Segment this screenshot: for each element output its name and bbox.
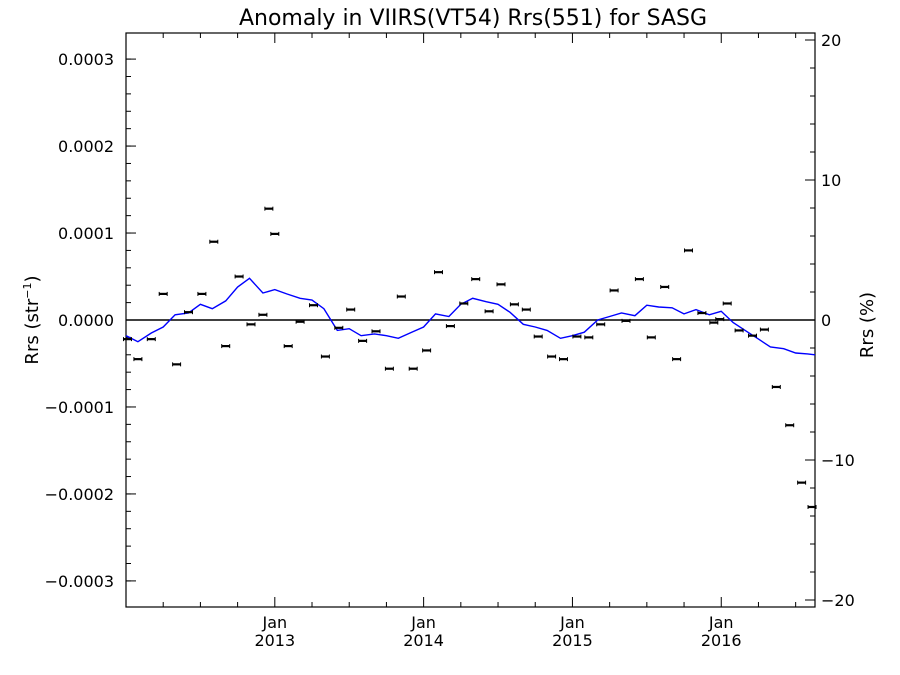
x-tick-label-month: Jan [410,613,436,632]
data-point [434,270,444,275]
data-point [484,309,494,314]
data-point [734,328,744,333]
data-point [295,319,305,324]
data-point [572,334,582,339]
data-point [634,277,644,282]
data-point [621,318,631,323]
x-tick-label-year: 2015 [552,631,593,650]
data-point [209,239,219,244]
data-point [660,284,670,289]
data-point [334,325,344,330]
blue-line-series [125,277,816,356]
x-tick-label-year: 2013 [254,631,295,650]
data-point [646,335,656,340]
data-point [358,338,368,343]
data-point [496,282,506,287]
data-point [684,248,694,253]
blue-line-path [125,277,816,356]
data-point [172,362,182,367]
data-point [759,327,769,332]
data-point [221,344,231,349]
chart-title: Anomaly in VIIRS(VT54) Rrs(551) for SASG [239,6,707,31]
y-right-tick-label: −10 [821,451,855,470]
y-left-tick-label: 0.0003 [58,50,114,69]
data-point [122,337,132,342]
data-point [609,288,619,293]
data-point [771,384,781,389]
data-point [133,357,143,362]
data-point [747,333,757,338]
x-tick-label-month: Jan [261,613,287,632]
data-point [559,357,569,362]
y-right-tick-label: −20 [821,591,855,610]
y-left-tick-label: 0.0001 [58,224,114,243]
y-right-tick-label: 0 [821,311,831,330]
data-point [158,291,168,296]
data-point [807,504,817,509]
data-point [533,334,543,339]
data-point [459,301,469,306]
y-axis-left-label: Rrs (str−1) [21,275,43,364]
data-point [521,307,531,312]
data-point [320,354,330,359]
data-point [509,302,519,307]
data-point [384,366,394,371]
y-right-tick-label: 10 [821,171,841,190]
data-point [596,322,606,327]
data-point [672,357,682,362]
data-point [547,354,557,359]
y-left-tick-label: −0.0001 [45,398,114,417]
y-left-tick-label: 0.0000 [58,311,114,330]
data-point [396,294,406,299]
x-tick-label-year: 2016 [701,631,742,650]
data-point [246,322,256,327]
data-point [709,320,719,325]
axes: 0.0003 0.0002 0.0001 0.0000 −0.0001 −0.0002 −0… [45,31,855,650]
data-point [785,423,795,428]
data-point [197,291,207,296]
data-point [258,312,268,317]
data-point [371,329,381,334]
data-point [184,310,194,315]
data-point [264,206,274,211]
data-point [309,303,319,308]
data-point [346,307,356,312]
data-point [283,344,293,349]
black-points-series [122,206,817,509]
x-tick-label-year: 2014 [403,631,444,650]
y-axis-right-label: Rrs (%) [857,292,878,358]
data-point [722,301,732,306]
data-point [146,337,156,342]
data-point [715,317,725,322]
x-tick-label-month: Jan [708,613,734,632]
data-point [697,311,707,316]
data-point [584,335,594,340]
x-tick-label-month: Jan [559,613,585,632]
data-point [270,231,280,236]
y-left-tick-label: −0.0002 [45,485,114,504]
y-left-tick-label: 0.0002 [58,137,114,156]
data-point [234,274,244,279]
data-point [797,480,807,485]
y-left-tick-label: −0.0003 [45,572,114,591]
data-point [422,348,432,353]
y-right-tick-label: 20 [821,31,841,50]
data-point [471,277,481,282]
data-point [408,366,418,371]
data-point [445,324,455,329]
